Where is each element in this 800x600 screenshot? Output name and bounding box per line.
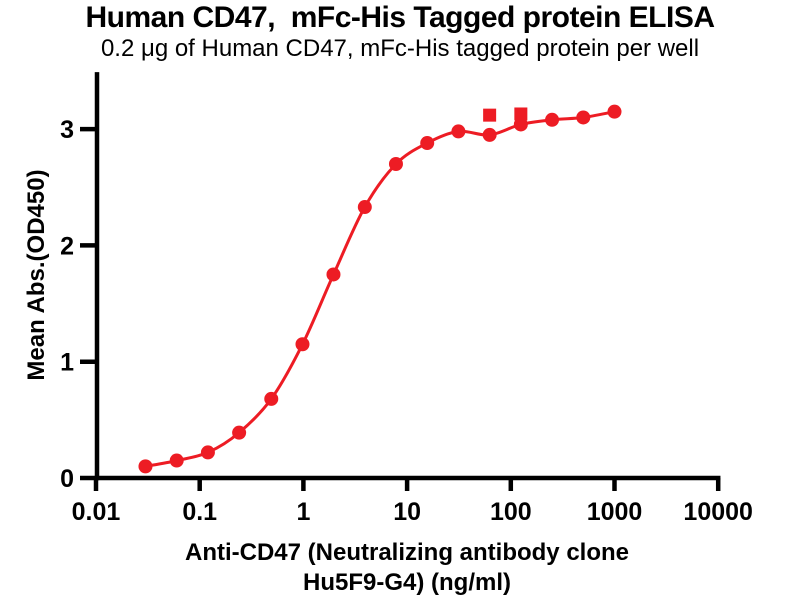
- dose-response-curve: [145, 110, 615, 468]
- x-tick-label: 10000: [683, 498, 753, 526]
- data-point-circle: [451, 124, 466, 139]
- data-point-square: [514, 107, 528, 121]
- x-axis-title-line2: Hu5F9-G4) (ng/ml): [303, 569, 511, 596]
- data-point-circle: [357, 200, 372, 215]
- chart-title: Human CD47, mFc-His Tagged protein ELISA: [85, 1, 715, 34]
- x-tick-label: 1: [296, 498, 310, 526]
- data-point-circle: [232, 425, 247, 440]
- data-point-circle: [388, 156, 403, 171]
- data-point-circle: [607, 104, 622, 119]
- x-tick-label: 1000: [587, 498, 643, 526]
- data-point-circle: [264, 391, 279, 406]
- x-tick-label: 10: [393, 498, 421, 526]
- data-point-square: [483, 108, 497, 122]
- y-tick-label: 2: [60, 232, 74, 260]
- data-point-circle: [138, 459, 153, 474]
- chart-subtitle: 0.2 μg of Human CD47, mFc-His tagged pro…: [100, 35, 700, 62]
- data-point-circle: [169, 453, 184, 468]
- x-tick-label: 100: [490, 498, 532, 526]
- x-tick-label: 0.1: [182, 498, 217, 526]
- x-axis-title: Anti-CD47 (Neutralizing antibody clone H…: [7, 538, 800, 598]
- y-tick-label: 3: [60, 116, 74, 144]
- data-point-circle: [545, 112, 560, 127]
- data-point-circle: [576, 110, 591, 125]
- y-tick-label: 1: [60, 349, 74, 377]
- y-axis-title-text: Mean Abs.(OD450): [23, 169, 50, 381]
- data-point-circle: [420, 136, 435, 151]
- y-tick-label: 0: [60, 465, 74, 493]
- x-axis-title-line1: Anti-CD47 (Neutralizing antibody clone: [184, 539, 630, 566]
- data-point-circle: [513, 117, 528, 132]
- data-point-circle: [200, 445, 215, 460]
- data-point-circle: [482, 127, 497, 142]
- x-tick-label: 0.01: [72, 498, 121, 526]
- data-point-circle: [326, 267, 341, 282]
- data-point-circle: [295, 337, 310, 352]
